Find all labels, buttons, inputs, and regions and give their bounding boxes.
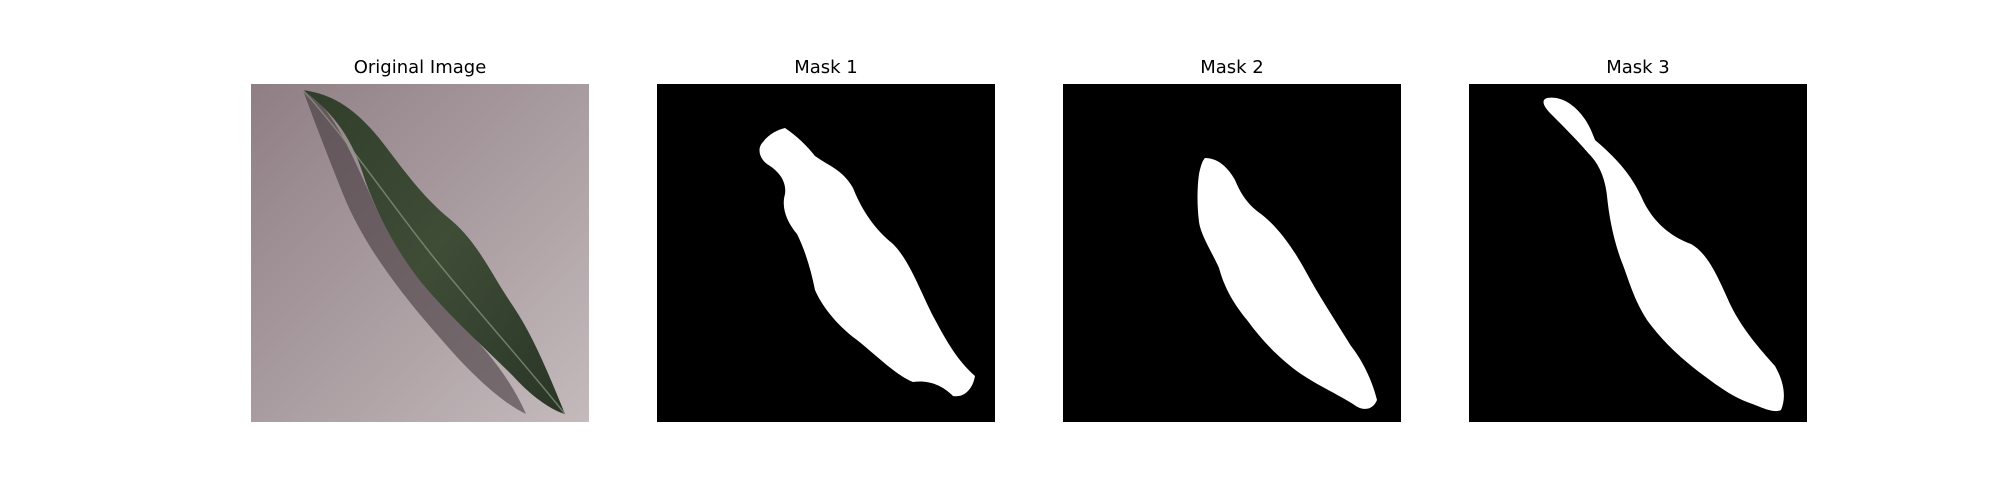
mask-1-panel — [657, 84, 995, 422]
leaf-shadow — [303, 90, 526, 414]
original-image-panel — [251, 84, 589, 422]
mask-1-shape — [759, 128, 975, 397]
panel-title-mask-1: Mask 1 — [794, 57, 858, 78]
mask-2-panel — [1063, 84, 1401, 422]
mask-2-shape — [1197, 158, 1377, 409]
leaf-photo — [251, 84, 589, 422]
panel-title-original-image: Original Image — [353, 57, 487, 78]
mask-3-speck — [1585, 142, 1591, 150]
panel-title-mask-2: Mask 2 — [1200, 57, 1264, 78]
mask-1-image — [657, 84, 995, 422]
leaf-midrib — [302, 89, 566, 415]
mask-3-shape — [1543, 97, 1784, 412]
mask-3-image — [1469, 84, 1807, 422]
mask-3-panel — [1469, 84, 1807, 422]
mask-2-image — [1063, 84, 1401, 422]
panel-title-mask-3: Mask 3 — [1606, 57, 1670, 78]
